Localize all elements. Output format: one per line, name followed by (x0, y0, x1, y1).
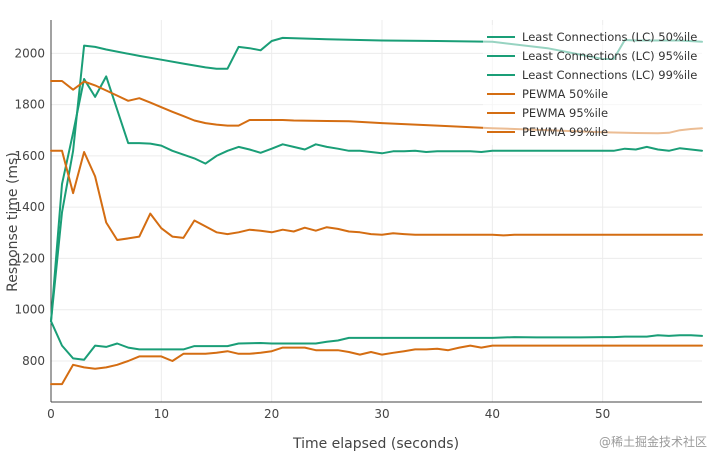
legend-background (483, 25, 705, 145)
y-tick-label: 1600 (14, 149, 45, 163)
y-tick-label: 800 (22, 354, 45, 368)
legend-label: Least Connections (LC) 50%ile (522, 30, 697, 44)
series-line-5 (50, 149, 703, 241)
y-tick-label: 2000 (14, 46, 45, 60)
series-line-1 (50, 320, 703, 361)
x-tick-label: 20 (264, 407, 279, 421)
x-tick-label: 0 (47, 407, 55, 421)
legend-label: PEWMA 95%ile (522, 106, 608, 120)
y-tick-label: 1800 (14, 98, 45, 112)
watermark-text: @稀土掘金技术社区 (599, 434, 707, 449)
x-tick-label: 40 (485, 407, 500, 421)
legend-label: Least Connections (LC) 99%ile (522, 68, 697, 82)
x-tick-label: 50 (595, 407, 610, 421)
legend-label: PEWMA 50%ile (522, 87, 608, 101)
y-tick-label: 1000 (14, 303, 45, 317)
y-tick-label: 1200 (14, 251, 45, 265)
series-line-4 (50, 344, 703, 386)
tick-labels: 800 1000 1200 1400 1600 1800 2000 0 10 20 30 40 50 (14, 46, 610, 421)
x-axis-title: Time elapsed (seconds) (292, 436, 459, 452)
x-tick-label: 10 (154, 407, 169, 421)
y-axis-title: Response time (ms) (5, 152, 21, 292)
legend-label: Least Connections (LC) 95%ile (522, 49, 697, 63)
series-line-2 (50, 75, 703, 323)
y-tick-label: 1400 (14, 200, 45, 214)
legend: Least Connections (LC) 50%ile Least Conne… (483, 25, 705, 145)
legend-label: PEWMA 99%ile (522, 125, 608, 139)
axes (50, 20, 702, 403)
x-tick-label: 30 (374, 407, 389, 421)
